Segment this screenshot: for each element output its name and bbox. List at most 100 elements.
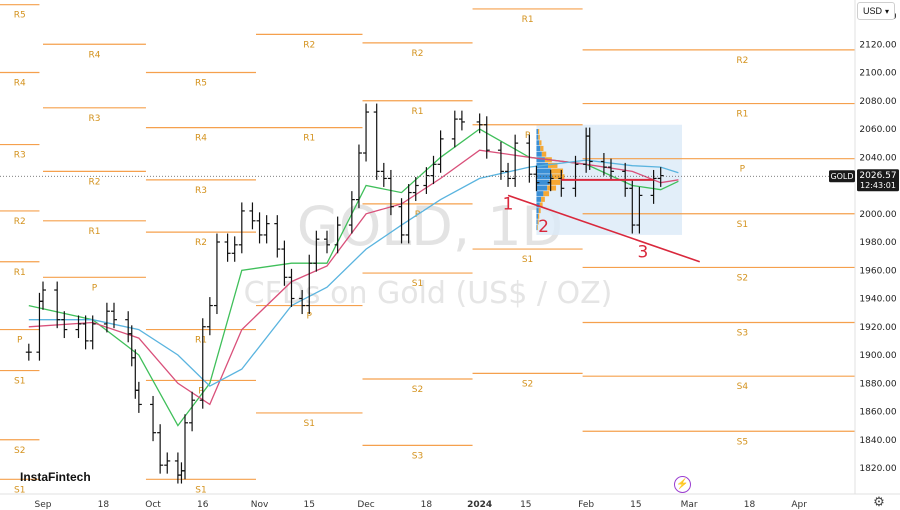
pivot-label: S1	[14, 485, 25, 495]
wave-label: 2	[538, 217, 549, 237]
pivot-label: S1	[412, 279, 423, 289]
pivot-label: P	[525, 131, 531, 141]
price-tick-label: 2120.00	[859, 40, 896, 50]
price-tick-label: 1960.00	[859, 266, 896, 276]
pivot-label: R2	[88, 177, 100, 187]
volume-profile-bar	[536, 225, 538, 231]
volume-profile-bar	[536, 174, 552, 180]
volume-profile-bar	[536, 185, 548, 191]
countdown-label: 12:43:01	[860, 181, 896, 190]
volume-profile-bar	[539, 202, 543, 208]
pivot-label: R1	[88, 227, 100, 237]
time-tick-label: Mar	[681, 500, 698, 510]
moving-average-line	[28, 149, 679, 406]
volume-profile-bar	[536, 191, 544, 197]
currency-label: USD	[863, 6, 883, 16]
pivot-label: S2	[14, 446, 25, 456]
pivot-label: R2	[195, 238, 207, 248]
volume-profile-bar	[539, 140, 542, 146]
trendline	[507, 194, 701, 263]
pivot-label: R2	[14, 217, 26, 227]
pivot-label: S1	[195, 485, 206, 495]
time-tick-label: Dec	[357, 500, 374, 510]
lightning-icon[interactable]: ⚡	[674, 476, 691, 493]
pivot-label: S1	[14, 377, 25, 387]
volume-profile-bar	[536, 145, 541, 151]
symbol-tag	[829, 170, 855, 183]
volume-profile-bar	[538, 134, 540, 140]
pivot-levels: R5 R4 R3 R2 R1 P S1 S2 S1 R4 R3 R2 R1 P R5 R4 R3 R2 R1 P S1 R…	[0, 4, 855, 495]
price-tick-label: 1820.00	[859, 464, 896, 474]
time-tick-label: Oct	[145, 500, 161, 510]
chevron-down-icon: ▾	[885, 6, 890, 16]
price-tick-label: 2080.00	[859, 97, 896, 107]
time-tick-label: 18	[744, 500, 756, 510]
pivot-label: S4	[737, 382, 749, 392]
price-tick-label: 1900.00	[859, 351, 896, 361]
volume-profile-bar	[547, 185, 557, 191]
volume-profile-bar	[536, 196, 542, 202]
volume-profile-bar	[537, 213, 540, 219]
pivot-label: R1	[736, 110, 748, 120]
volume-profile-bar	[551, 174, 565, 180]
settings-icon[interactable]: ⚙	[873, 494, 885, 509]
pivot-label: S2	[522, 379, 533, 389]
price-tick-label: 1920.00	[859, 323, 896, 333]
volume-profile-bar	[537, 129, 540, 135]
brand-logo: InstaFintech	[20, 470, 91, 484]
volume-profile-bar	[541, 196, 545, 202]
volume-profile-bar	[536, 134, 539, 140]
pivot-label: S1	[737, 220, 748, 230]
pivot-label: R4	[14, 79, 26, 89]
price-axis[interactable]: 1820.00 1840.00 1860.00 1880.00 1900.00 1920.…	[854, 0, 897, 494]
price-tick-label: 1980.00	[859, 238, 896, 248]
pivot-label: S1	[522, 255, 533, 265]
wave-label: 1	[503, 195, 514, 215]
time-tick-label: 18	[98, 500, 110, 510]
pivot-label: S5	[737, 437, 748, 447]
pivot-label: P	[307, 312, 313, 322]
currency-selector[interactable]: USD ▾	[857, 2, 895, 20]
moving-average-line	[28, 128, 679, 427]
volume-profile-bar	[549, 179, 561, 185]
pivot-label: S3	[737, 329, 748, 339]
time-tick-label: Sep	[35, 500, 52, 510]
volume-profile-bar	[537, 219, 539, 225]
pivot-label: R4	[195, 134, 207, 144]
price-tick-label: 2000.00	[859, 210, 896, 220]
pivot-label: R2	[412, 49, 424, 59]
pivot-label: R1	[412, 107, 424, 117]
pivot-label: S2	[412, 385, 423, 395]
volume-profile-bar	[536, 208, 539, 214]
last-price-label: 2026.57	[859, 171, 896, 181]
volume-profile-bar	[536, 219, 538, 225]
pivot-label: R5	[195, 79, 207, 89]
time-axis[interactable]: Sep 18 Oct 16 Nov 15 Dec 18 2024 15 Feb 15 Mar 18 Apr	[0, 493, 900, 510]
pivot-label: R3	[88, 114, 100, 124]
volume-profile-bar	[538, 208, 541, 214]
pivot-label: R2	[736, 56, 748, 66]
volume-profile-bar	[537, 225, 538, 231]
volume-profile-bar	[536, 168, 552, 174]
price-tick-label: 1860.00	[859, 408, 896, 418]
volume-profile-bar	[536, 179, 550, 185]
volume-profile-bar	[536, 157, 545, 163]
volume-profile-bar	[548, 162, 558, 168]
pivot-label: R1	[14, 268, 26, 278]
volume-profile-bar	[543, 191, 550, 197]
wave-label: 3	[638, 243, 649, 263]
pivot-label: R1	[303, 134, 315, 144]
pivot-label: R1	[195, 336, 207, 346]
pivot-label: S1	[304, 419, 315, 429]
pivot-label: R4	[88, 50, 100, 60]
volume-profile-bar	[536, 151, 542, 157]
pivot-label: P	[198, 386, 204, 396]
drawings: 1 2 3	[0, 175, 855, 263]
pivot-label: R1	[522, 15, 534, 25]
price-tick-label: 2100.00	[859, 69, 896, 79]
pivot-label: P	[17, 336, 23, 346]
pivot-label: S2	[737, 273, 748, 283]
